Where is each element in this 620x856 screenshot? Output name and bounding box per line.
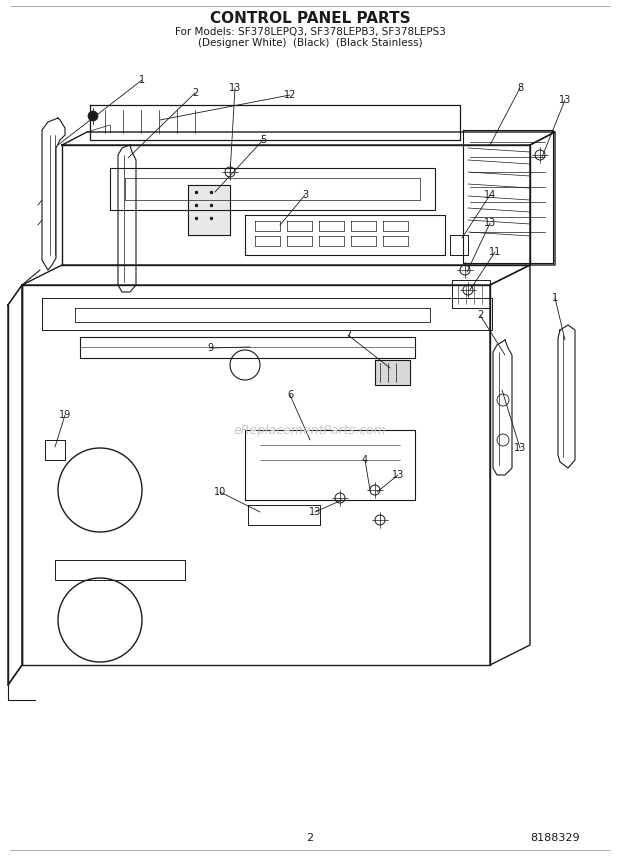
Text: 13: 13 — [229, 83, 241, 93]
Text: 7: 7 — [345, 330, 351, 340]
Text: 1: 1 — [552, 293, 558, 303]
Text: 13: 13 — [484, 218, 496, 228]
Text: 2: 2 — [477, 310, 483, 320]
Text: 10: 10 — [214, 487, 226, 497]
Text: 2: 2 — [306, 833, 314, 843]
Text: 13: 13 — [514, 443, 526, 453]
Text: CONTROL PANEL PARTS: CONTROL PANEL PARTS — [210, 10, 410, 26]
Text: 6: 6 — [287, 390, 293, 400]
Text: 13: 13 — [392, 470, 404, 480]
Polygon shape — [188, 185, 230, 235]
Text: 12: 12 — [284, 90, 296, 100]
Text: 1: 1 — [139, 75, 145, 85]
Text: 2: 2 — [192, 88, 198, 98]
Text: 8188329: 8188329 — [530, 833, 580, 843]
Text: eReplacementParts.com: eReplacementParts.com — [234, 424, 386, 437]
Text: 11: 11 — [489, 247, 501, 257]
Text: 5: 5 — [260, 135, 266, 145]
Text: 19: 19 — [59, 410, 71, 420]
Text: 4: 4 — [362, 455, 368, 465]
Text: 3: 3 — [302, 190, 308, 200]
Text: 9: 9 — [207, 343, 213, 353]
Text: (Designer White)  (Black)  (Black Stainless): (Designer White) (Black) (Black Stainles… — [198, 38, 422, 48]
Text: 13: 13 — [309, 507, 321, 517]
Text: 8: 8 — [517, 83, 523, 93]
Text: 14: 14 — [484, 190, 496, 200]
Text: For Models: SF378LEPQ3, SF378LEPB3, SF378LEPS3: For Models: SF378LEPQ3, SF378LEPB3, SF37… — [175, 27, 445, 37]
Polygon shape — [375, 360, 410, 385]
Text: 13: 13 — [559, 95, 571, 105]
Circle shape — [88, 111, 98, 121]
